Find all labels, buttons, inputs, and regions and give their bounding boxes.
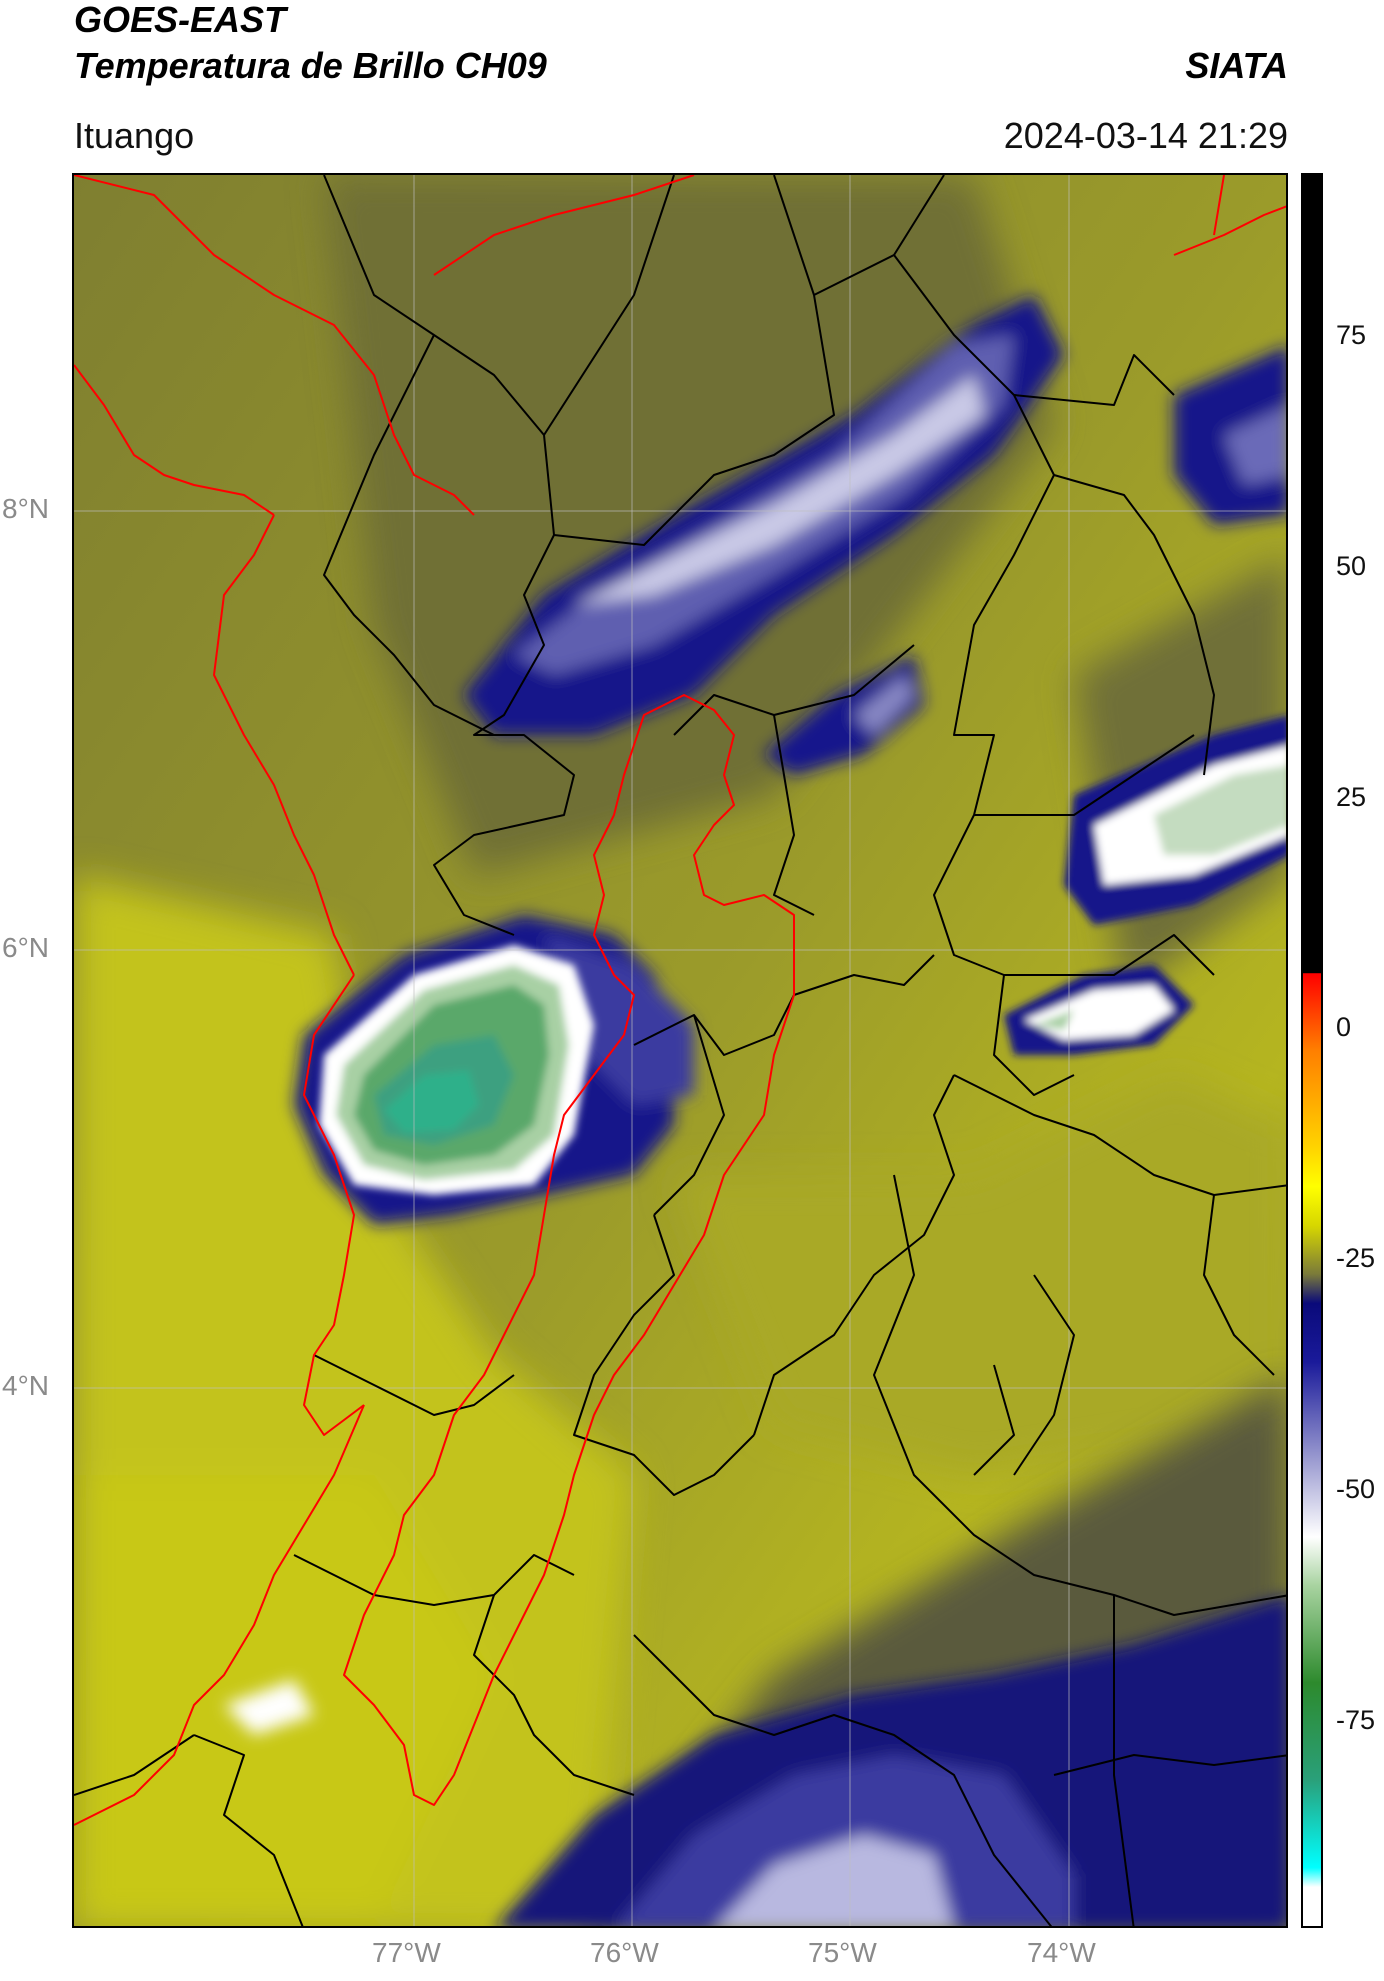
colorbar-tick-50: 50: [1336, 551, 1367, 581]
lat-label-8n: 8°N: [2, 493, 49, 524]
graticule: [74, 175, 1286, 1926]
location-label: Ituango: [74, 115, 195, 156]
agency-label: SIATA: [1185, 45, 1288, 86]
colorbar-tick-75: 75: [1336, 320, 1367, 350]
department-boundaries: [74, 175, 1286, 1926]
cloud-systems: [224, 295, 1286, 1926]
region-boundaries: [74, 175, 1286, 1826]
map-canvas: [74, 175, 1286, 1926]
colorbar-tick-25: 25: [1336, 782, 1367, 812]
colorbar-tick-neg50: -50: [1336, 1474, 1376, 1504]
lat-label-4n: 4°N: [2, 1370, 49, 1401]
title-line2: Temperatura de Brillo CH09: [74, 45, 547, 86]
title-line1: GOES-EAST: [74, 0, 287, 40]
colorbar-tick-0: 0: [1336, 1012, 1352, 1042]
lon-label-76w: 76°W: [590, 1937, 659, 1968]
datetime-label: 2024-03-14 21:29: [1003, 115, 1288, 156]
brightness-temperature-map: [72, 173, 1288, 1928]
colorbar: [1301, 173, 1323, 1928]
colorbar-tick-neg25: -25: [1336, 1243, 1376, 1273]
lat-label-6n: 6°N: [2, 932, 49, 963]
lon-label-77w: 77°W: [372, 1937, 441, 1968]
colorbar-tick-neg75: -75: [1336, 1705, 1376, 1735]
lon-label-75w: 75°W: [808, 1937, 877, 1968]
lon-label-74w: 74°W: [1027, 1937, 1096, 1968]
